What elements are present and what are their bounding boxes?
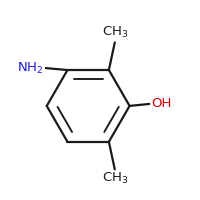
Text: NH$_2$: NH$_2$ xyxy=(17,61,44,76)
Text: OH: OH xyxy=(151,97,172,110)
Text: CH$_3$: CH$_3$ xyxy=(102,25,128,40)
Text: CH$_3$: CH$_3$ xyxy=(102,171,128,186)
